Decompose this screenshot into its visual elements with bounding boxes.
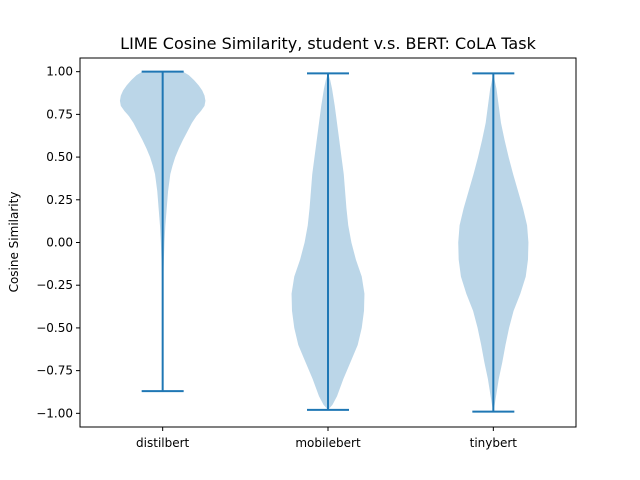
y-tick-label: −0.25 [36, 278, 73, 292]
y-tick-label: 1.00 [46, 65, 73, 79]
y-tick-label: −0.50 [36, 321, 73, 335]
y-axis-label: Cosine Similarity [7, 192, 21, 293]
y-tick-label: 0.75 [46, 107, 73, 121]
chart-title: LIME Cosine Similarity, student v.s. BER… [120, 34, 536, 53]
y-tick-label: 0.00 [46, 236, 73, 250]
y-tick-label: 0.25 [46, 193, 73, 207]
plot-frame [79, 57, 577, 428]
x-tick-label: distilbert [136, 436, 190, 450]
x-tick-label: mobilebert [295, 436, 361, 450]
x-axis: distilbert mobilebert tinybert [136, 427, 517, 450]
x-tick-label: tinybert [470, 436, 518, 450]
violin-layer [119, 70, 529, 413]
y-tick-label: −1.00 [36, 406, 73, 420]
y-tick-label: −0.75 [36, 364, 73, 378]
y-axis: −1.00 −0.75 −0.50 −0.25 0.00 0.25 0.50 0.75 1.00 [36, 65, 80, 420]
y-tick-label: 0.50 [46, 150, 73, 164]
